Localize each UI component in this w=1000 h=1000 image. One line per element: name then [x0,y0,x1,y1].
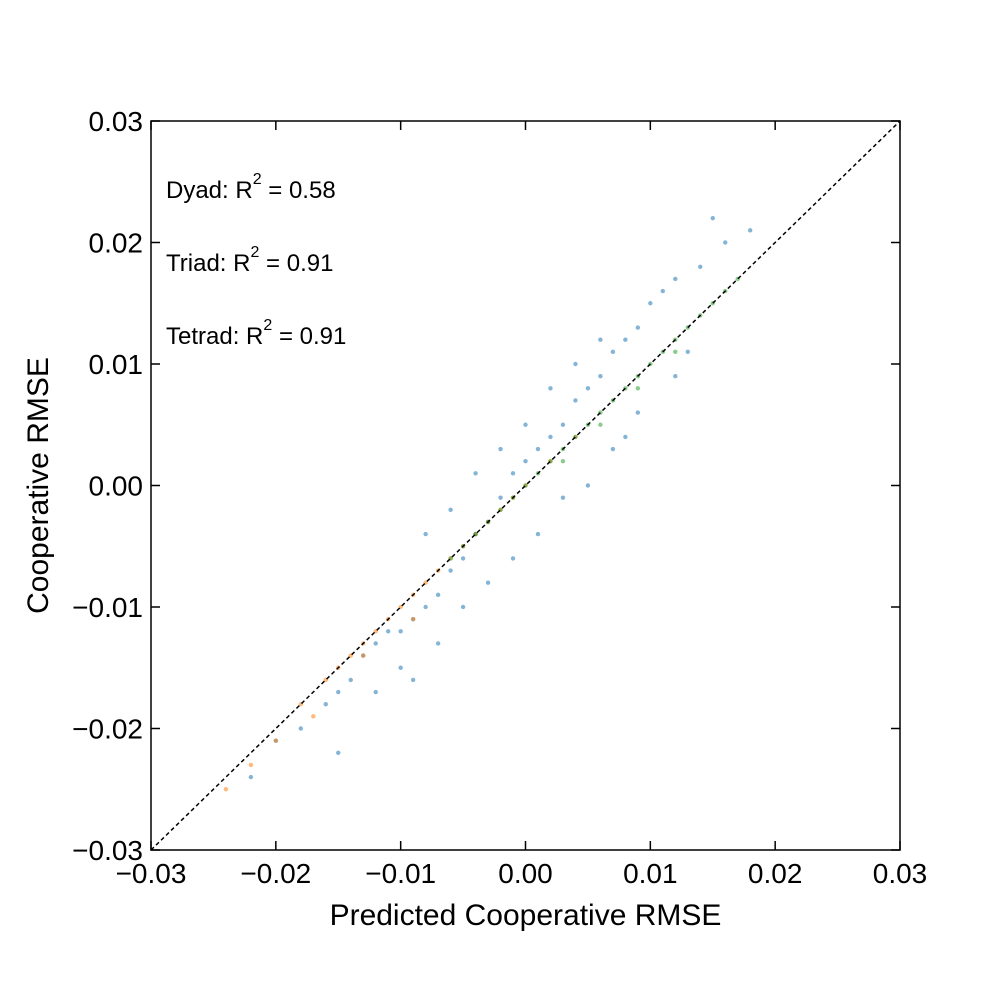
r-squared-annotation: Tetrad: R2 = 0.91 [166,317,346,350]
y-tick-label: 0.02 [89,228,144,259]
x-axis-title: Predicted Cooperative RMSE [330,899,722,932]
data-point-series-1 [448,507,453,512]
x-tick-label: 0.02 [748,858,803,889]
ticks-layer: −0.03 −0.02 −0.01 0.00 0.01 0.02 0.03 −0.03 −0.0… [72,106,927,889]
data-point-series-1 [610,349,616,355]
data-point-series-1 [673,276,678,282]
data-point-series-2 [410,616,416,622]
y-tick-label: 0.03 [89,106,144,137]
y-tick-label: 0.01 [89,349,144,380]
data-point-series-1 [673,373,678,379]
x-tick-label: −0.02 [240,858,311,889]
data-point-series-1 [498,446,503,452]
x-tick-label: −0.03 [116,858,187,889]
data-point-series-1 [623,434,628,440]
x-tick-label: 0.00 [498,858,553,889]
data-point-series-2 [273,738,279,743]
x-tick-label: 0.01 [623,858,678,889]
data-point-series-1 [510,556,516,561]
data-point-series-1 [598,373,603,379]
data-point-series-1 [710,216,715,221]
data-point-series-2 [361,653,366,658]
identity-reference-line [150,120,901,851]
data-point-series-1 [485,580,491,585]
data-point-series-1 [336,750,341,755]
data-point-series-1 [410,677,416,683]
data-point-series-1 [373,641,378,646]
data-point-series-2 [248,762,254,768]
r-squared-annotation: Triad: R2 = 0.91 [166,244,333,277]
data-point-series-1 [373,689,378,695]
annotations-layer: Dyad: R2 = 0.58 Triad: R2 = 0.91 Tetrad: R… [166,171,346,350]
points-layer [223,216,753,792]
data-point-series-1 [685,349,690,355]
data-point-series-1 [323,702,328,707]
data-point-series-1 [336,689,341,695]
data-point-series-1 [598,337,603,342]
y-axis-title: Cooperative RMSE [22,357,55,614]
data-point-series-1 [610,446,616,452]
data-point-series-1 [435,641,441,646]
data-point-series-1 [248,774,254,780]
data-point-series-1 [423,531,428,537]
data-point-series-1 [560,495,566,500]
data-point-series-1 [435,592,441,598]
x-tick-label: −0.01 [365,858,436,889]
data-point-series-1 [398,629,403,634]
data-point-series-1 [573,361,578,367]
y-tick-label: −0.01 [72,592,143,623]
data-point-series-2 [223,787,229,792]
data-point-series-1 [498,495,503,500]
data-point-series-1 [535,531,541,537]
data-point-series-1 [398,665,403,670]
y-tick-label: −0.02 [72,714,143,745]
data-point-series-1 [535,446,541,452]
data-point-series-1 [585,386,591,391]
data-point-series-1 [573,398,578,403]
data-point-series-2 [311,714,316,719]
data-point-series-1 [660,288,666,294]
data-point-series-1 [523,422,528,427]
data-point-series-1 [585,483,591,488]
data-point-series-1 [473,471,478,476]
y-tick-label: 0.00 [89,471,144,502]
data-point-series-1 [460,604,466,610]
data-point-series-1 [448,568,453,573]
data-point-series-3 [598,422,603,427]
data-point-series-1 [723,240,728,245]
r-squared-annotation: Dyad: R2 = 0.58 [166,171,336,204]
data-point-series-3 [673,349,678,355]
data-point-series-1 [623,337,628,342]
data-point-series-1 [348,677,353,683]
data-point-series-1 [510,471,516,476]
data-point-series-1 [698,264,703,269]
data-point-series-1 [385,629,391,634]
data-point-series-3 [635,386,641,391]
y-tick-label: −0.03 [72,835,143,866]
data-point-series-1 [560,422,566,427]
data-point-series-1 [635,410,641,415]
data-point-series-1 [298,726,303,731]
x-tick-label: 0.03 [873,858,928,889]
data-point-series-1 [460,556,466,561]
data-point-series-1 [523,459,528,464]
data-point-series-1 [548,434,553,440]
data-point-series-1 [648,301,653,306]
data-point-series-3 [560,459,566,464]
data-point-series-1 [748,228,753,233]
data-point-series-1 [548,386,553,391]
data-point-series-1 [635,325,641,330]
data-point-series-1 [423,604,428,610]
